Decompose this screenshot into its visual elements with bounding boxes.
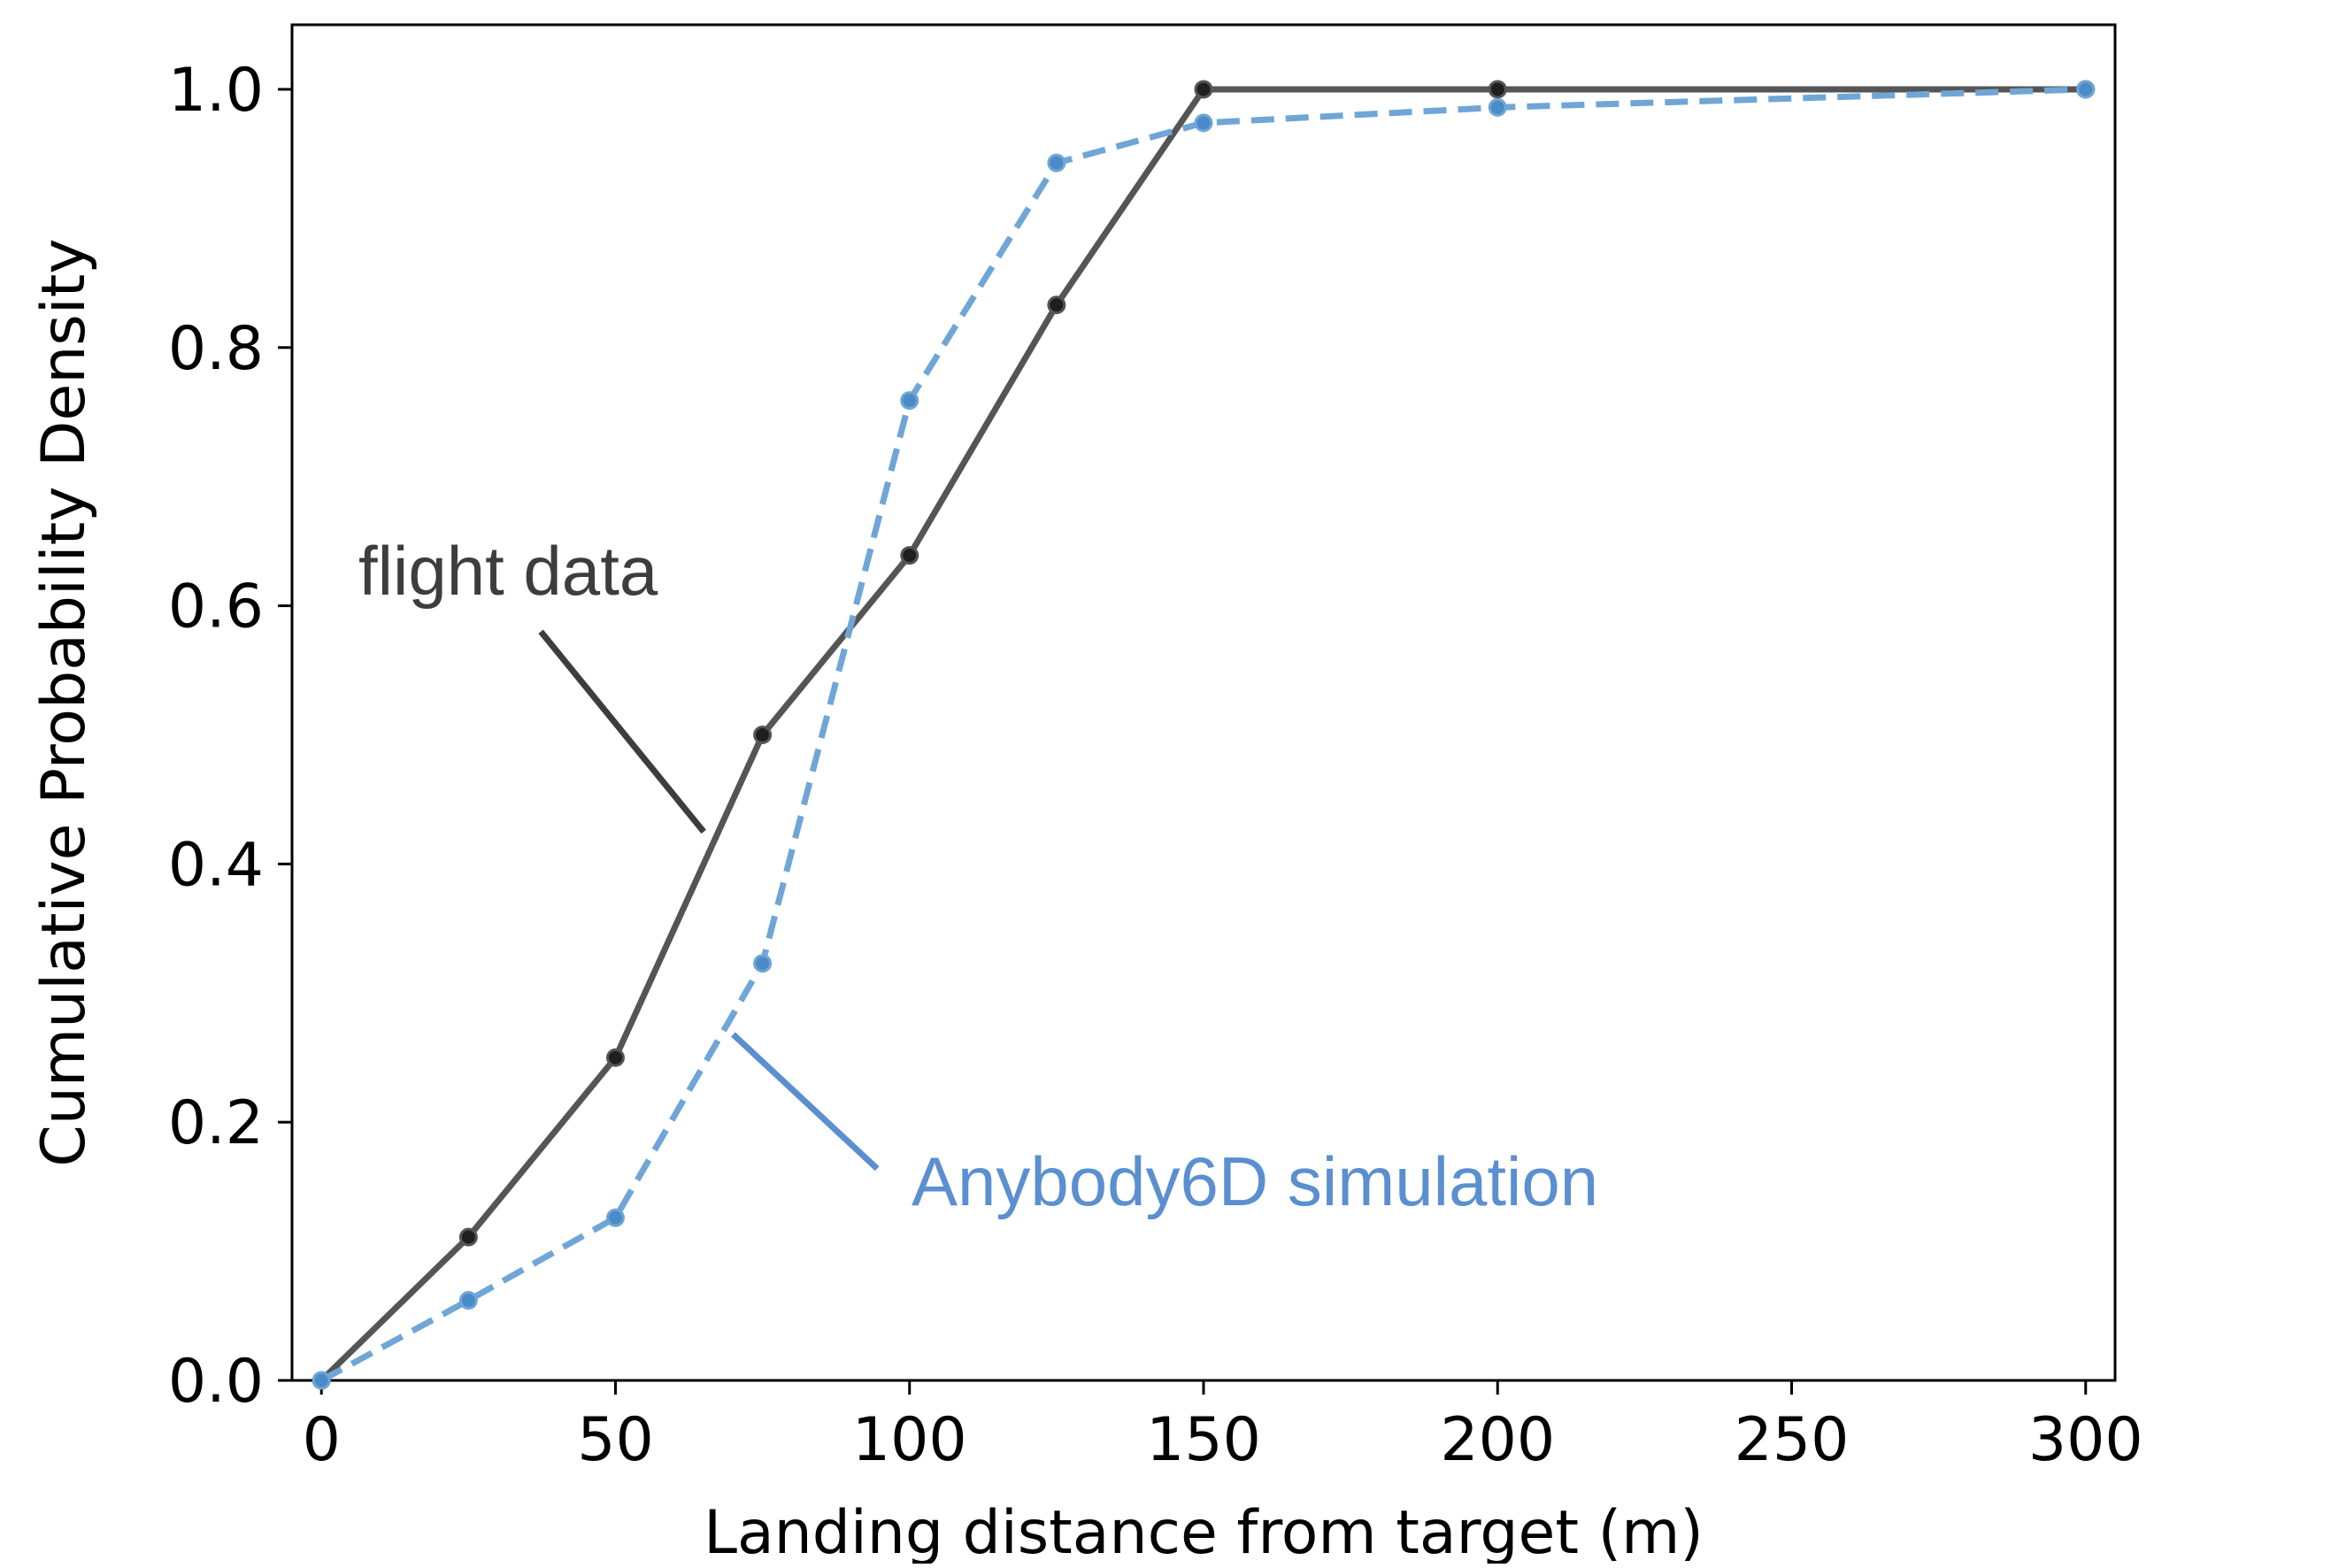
data-point-simulation [900,391,919,411]
data-point-flight [1047,296,1066,315]
x-tick-label: 50 [577,1405,654,1475]
x-tick-label: 0 [303,1405,341,1475]
x-tick-label: 150 [1146,1405,1261,1475]
series-flight [312,80,2096,1390]
annotation-pointer-simulation [731,1032,880,1172]
x-tick-label: 100 [852,1405,967,1475]
y-tick-label: 0.8 [168,314,264,384]
data-point-flight [458,1227,478,1247]
data-point-simulation [458,1291,478,1311]
y-tick-label: 0.4 [168,830,264,900]
data-point-simulation [753,954,773,973]
data-point-flight [900,546,919,565]
series-layer [312,80,2096,1390]
axis-ticks: 0 50 100 150 200 250 300 0.0 0.2 0.4 0.6 0.8 1.0 [168,56,2143,1475]
y-tick-label: 0.2 [168,1088,264,1158]
annotation-label-flight: flight data [358,532,658,610]
annotation-label-simulation: Anybody6D simulation [912,1142,1598,1220]
x-tick-label: 200 [1440,1405,1555,1475]
data-point-flight [753,725,773,744]
data-point-simulation [605,1208,625,1227]
x-tick-label: 300 [2028,1405,2143,1475]
annotation-pointer-flight [538,629,706,834]
y-tick-label: 0.6 [168,573,264,642]
y-axis-label: Cumulative Probability Density [29,238,99,1166]
annotations-layer: flight data Anybody6D simulation [358,532,1598,1220]
data-point-simulation [2076,80,2096,99]
series-simulation [312,80,2096,1390]
x-axis-label: Landing distance from target (m) [704,1498,1704,1564]
data-point-simulation [1047,153,1066,173]
data-point-flight [1488,80,1507,99]
data-point-simulation [1488,97,1507,117]
y-tick-label: 0.0 [168,1347,264,1417]
data-point-flight [1194,80,1213,99]
y-tick-label: 1.0 [168,56,264,126]
data-point-simulation [312,1371,331,1390]
data-point-flight [605,1048,625,1067]
data-point-simulation [1194,113,1213,133]
x-tick-label: 250 [1735,1405,1850,1475]
